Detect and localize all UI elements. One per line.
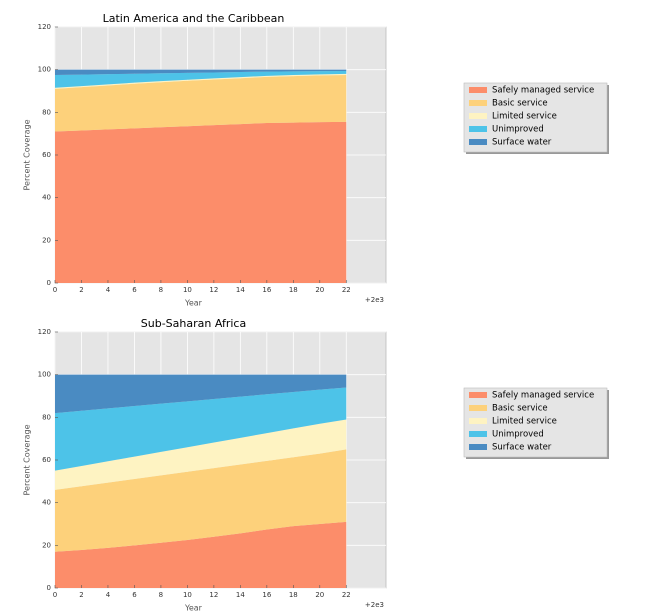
x-axis-label: Year: [184, 604, 203, 613]
x-tick-label: 4: [106, 591, 111, 599]
y-axis-label: Percent Coverage: [23, 424, 32, 495]
area: [55, 521, 347, 588]
chart-title: Sub-Saharan Africa: [141, 317, 246, 330]
x-tick-label: 14: [236, 286, 245, 294]
legend-label: Safely managed service: [492, 391, 594, 401]
legend-swatch: [469, 392, 487, 398]
legend-label: Basic service: [492, 99, 548, 109]
legend-swatch: [469, 431, 487, 437]
x-axis-label: Year: [184, 299, 203, 308]
legend-label: Unimproved: [492, 430, 544, 440]
x-tick-label: 12: [209, 286, 218, 294]
y-tick-label: 40: [42, 194, 51, 202]
y-tick-label: 60: [42, 456, 51, 464]
legend-label: Surface water: [492, 138, 552, 148]
x-tick-label: 0: [53, 286, 57, 294]
legend-swatch: [469, 113, 487, 119]
legend-label: Unimproved: [492, 125, 544, 135]
x-tick-label: 20: [315, 286, 324, 294]
legend-swatch: [469, 418, 487, 424]
x-tick-label: 18: [289, 286, 298, 294]
x-tick-label: 18: [289, 591, 298, 599]
x-tick-label: 10: [183, 286, 192, 294]
y-tick-label: 0: [47, 279, 51, 287]
legend-swatch: [469, 139, 487, 145]
y-tick-label: 100: [38, 66, 51, 74]
area: [55, 374, 347, 414]
legend-swatch: [469, 444, 487, 450]
x-tick-label: 22: [342, 591, 351, 599]
area: [55, 419, 347, 490]
legend-swatch: [469, 87, 487, 93]
legend-label: Safely managed service: [492, 86, 594, 96]
y-axis-label: Percent Coverage: [23, 119, 32, 190]
y-tick-label: 0: [47, 584, 51, 592]
y-tick-label: 20: [42, 541, 51, 549]
x-offset-label: +2e3: [365, 601, 384, 609]
area: [55, 121, 347, 283]
y-tick-label: 80: [42, 108, 51, 116]
legend-swatch: [469, 100, 487, 106]
area: [55, 75, 347, 132]
chart-title: Latin America and the Caribbean: [103, 12, 285, 25]
area: [55, 69, 347, 75]
x-offset-label: +2e3: [365, 296, 384, 304]
x-tick-label: 6: [132, 286, 137, 294]
x-tick-label: 12: [209, 591, 218, 599]
legend: Safely managed service Basic service Limit…: [463, 82, 609, 154]
area: [55, 387, 347, 471]
y-tick-label: 60: [42, 151, 51, 159]
y-tick-label: 100: [38, 371, 51, 379]
x-tick-label: 14: [236, 591, 245, 599]
x-tick-label: 22: [342, 286, 351, 294]
legend-box: [463, 82, 608, 153]
y-tick-label: 40: [42, 499, 51, 507]
area: [55, 73, 347, 89]
legend-label: Basic service: [492, 404, 548, 414]
x-tick-label: 6: [132, 591, 137, 599]
legend-box: [463, 387, 608, 458]
legend: Safely managed service Basic service Limit…: [463, 387, 609, 459]
legend-label: Limited service: [492, 112, 557, 122]
x-tick-label: 0: [53, 591, 57, 599]
legend-swatch: [469, 405, 487, 411]
x-tick-label: 8: [159, 591, 163, 599]
x-tick-label: 2: [79, 591, 83, 599]
x-tick-label: 20: [315, 591, 324, 599]
x-tick-label: 16: [262, 591, 271, 599]
legend-label: Limited service: [492, 417, 557, 427]
y-tick-label: 120: [38, 23, 51, 31]
y-tick-label: 20: [42, 236, 51, 244]
area: [55, 70, 347, 88]
y-tick-label: 120: [38, 328, 51, 336]
legend-label: Surface water: [492, 443, 552, 453]
x-tick-label: 16: [262, 286, 271, 294]
y-tick-label: 80: [42, 413, 51, 421]
x-tick-label: 10: [183, 591, 192, 599]
legend-swatch: [469, 126, 487, 132]
area: [55, 449, 347, 552]
x-tick-label: 4: [106, 286, 111, 294]
x-tick-label: 2: [79, 286, 83, 294]
x-tick-label: 8: [159, 286, 163, 294]
